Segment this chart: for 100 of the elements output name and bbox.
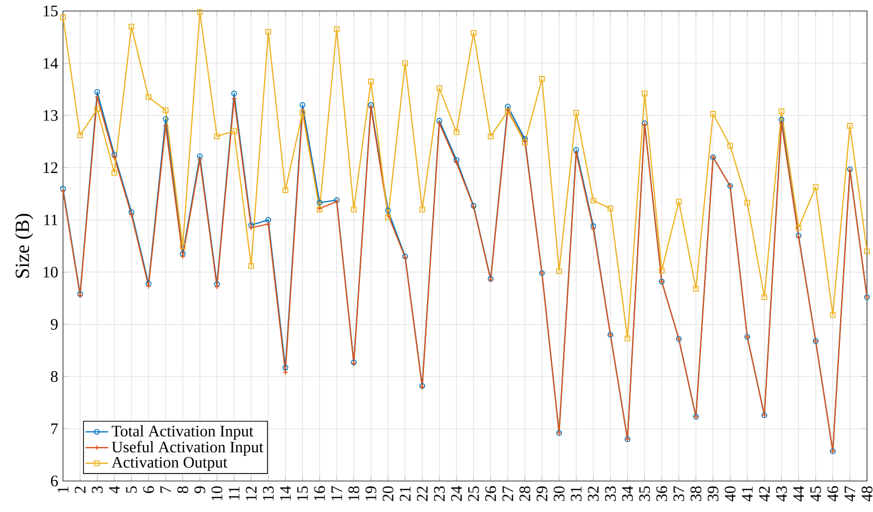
y-tick-label: 14	[44, 58, 58, 69]
x-tick-label: 3	[92, 486, 103, 493]
x-tick-label: 40	[724, 486, 736, 502]
point	[436, 85, 442, 92]
x-tick-label: 12	[246, 486, 256, 500]
x-tick-label: 48	[862, 486, 872, 502]
point	[265, 217, 272, 223]
y-tick-label: 12	[44, 162, 58, 173]
point	[265, 29, 272, 35]
y-tick-label: 15	[44, 6, 58, 16]
x-tick-label: 46	[827, 486, 838, 502]
point	[300, 102, 306, 108]
point	[864, 248, 870, 254]
point	[300, 110, 306, 116]
point	[812, 184, 819, 190]
point	[265, 221, 272, 227]
x-tick-label: 21	[400, 486, 410, 501]
y-tick-label: 9	[50, 318, 58, 330]
x-tick-label: 7	[160, 486, 171, 493]
x-tick-label: 43	[776, 486, 787, 502]
point	[573, 110, 580, 116]
point	[710, 111, 716, 117]
x-tick-label: 34	[622, 486, 633, 501]
point	[385, 212, 391, 218]
point	[830, 312, 836, 318]
x-tick-label: 33	[605, 486, 616, 501]
x-tick-label: 36	[656, 486, 668, 501]
point	[231, 90, 237, 96]
x-tick-label: 20	[382, 486, 394, 501]
point	[522, 136, 528, 142]
point	[402, 60, 408, 66]
point	[624, 336, 630, 342]
point	[248, 222, 254, 228]
x-tick-label: 39	[708, 486, 718, 501]
point	[368, 104, 374, 110]
point	[111, 170, 118, 176]
legend-label: Activation Output	[112, 456, 228, 471]
x-tick-label: 2	[74, 486, 86, 493]
x-tick-label: 30	[554, 486, 564, 501]
x-tick-label: 31	[570, 486, 582, 501]
point	[334, 26, 340, 32]
x-tick-label: 14	[280, 486, 291, 500]
x-tick-label: 8	[177, 486, 188, 494]
x-tick-label: 27	[502, 486, 514, 501]
point	[454, 160, 460, 166]
point	[454, 156, 460, 163]
point	[77, 132, 83, 138]
x-tick-label: 25	[468, 486, 479, 501]
point	[60, 14, 66, 20]
point	[196, 153, 203, 160]
y-tick-label: 7	[51, 424, 58, 434]
point	[658, 268, 665, 274]
point	[248, 224, 254, 231]
x-tick-label: 18	[348, 486, 360, 500]
point	[419, 206, 426, 212]
point	[761, 294, 768, 300]
point	[94, 106, 100, 112]
point	[385, 208, 391, 214]
point	[111, 152, 118, 158]
point	[368, 78, 374, 84]
point	[608, 206, 614, 212]
x-tick-label: 13	[262, 486, 274, 500]
point	[573, 147, 580, 153]
x-tick-label: 23	[434, 486, 445, 501]
point	[778, 116, 784, 122]
x-tick-label: 24	[451, 486, 462, 501]
x-tick-label: 15	[297, 486, 308, 500]
x-tick-label: 44	[793, 486, 804, 502]
point	[196, 9, 203, 15]
point	[350, 206, 357, 212]
point	[282, 370, 288, 376]
point	[180, 250, 186, 257]
x-tick-label: 1	[58, 486, 68, 492]
point	[146, 280, 152, 286]
point	[128, 212, 134, 218]
point	[385, 214, 391, 220]
legend-label: Useful Activation Input	[112, 441, 264, 456]
y-tick-label: 8	[50, 371, 58, 382]
x-tick-label: 41	[742, 486, 753, 502]
y-axis-title: Size (B)	[15, 214, 34, 278]
y-tick-label: 10	[44, 266, 58, 278]
x-tick-label: 37	[673, 486, 684, 501]
point	[162, 116, 169, 122]
x-tick-label: 16	[314, 486, 325, 500]
point	[676, 198, 682, 204]
x-tick-label: 29	[536, 486, 548, 501]
point	[128, 24, 134, 30]
point	[214, 281, 220, 287]
point	[146, 94, 152, 100]
point	[94, 89, 100, 95]
x-tick-label: 38	[690, 486, 702, 501]
point	[590, 226, 596, 232]
x-tick-label: 11	[228, 486, 240, 500]
point	[693, 286, 699, 292]
point	[556, 268, 562, 274]
point	[470, 30, 476, 36]
point	[282, 364, 288, 371]
x-tick-label: 35	[639, 486, 650, 501]
point	[454, 129, 460, 136]
point	[488, 133, 494, 140]
